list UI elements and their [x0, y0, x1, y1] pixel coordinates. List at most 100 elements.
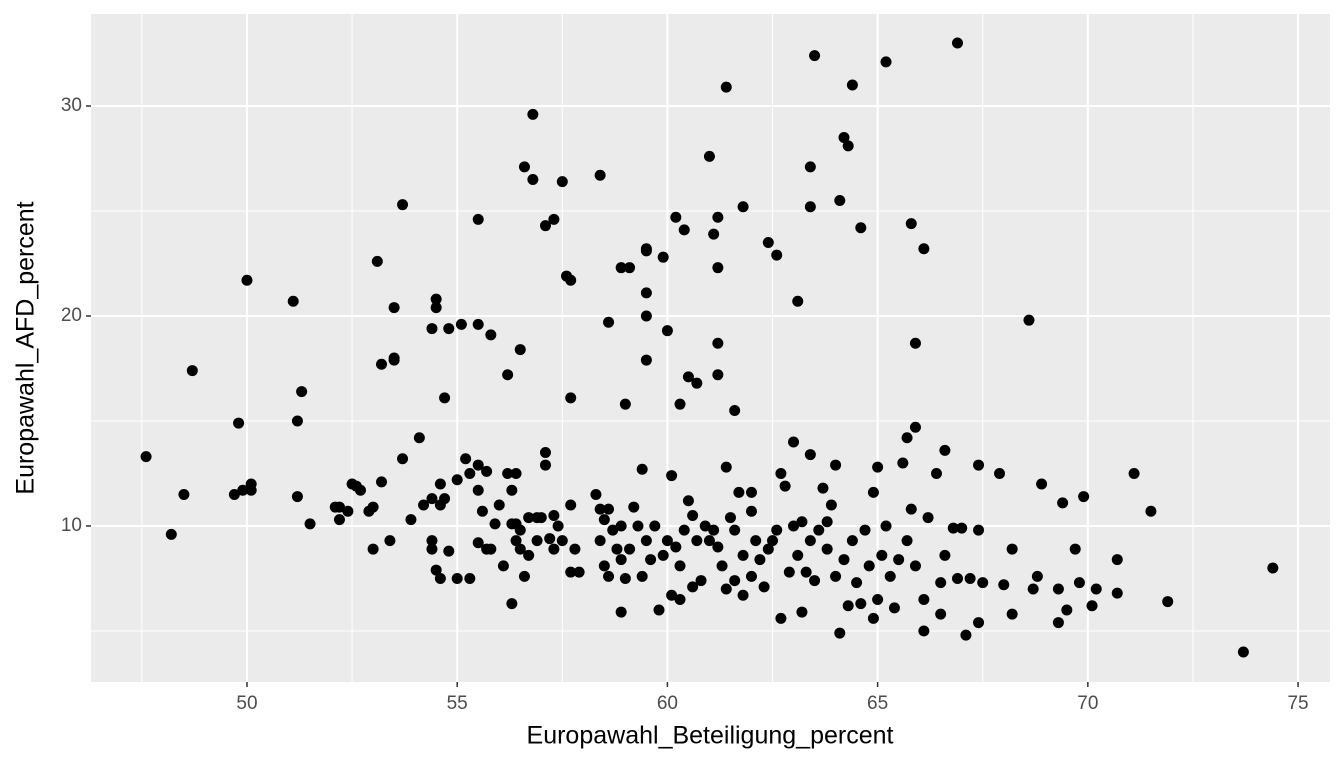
- point: [624, 543, 636, 555]
- point: [291, 415, 303, 427]
- point: [825, 499, 837, 511]
- point: [523, 512, 535, 524]
- point: [485, 329, 497, 341]
- point: [645, 554, 657, 566]
- point: [817, 482, 829, 494]
- point: [712, 541, 724, 553]
- point: [186, 365, 198, 377]
- point: [237, 484, 249, 496]
- point: [527, 108, 539, 120]
- point: [535, 512, 547, 524]
- point: [241, 274, 253, 286]
- point: [800, 566, 812, 578]
- point: [607, 524, 619, 536]
- point: [640, 354, 652, 366]
- y-tick-label: 10: [61, 515, 82, 536]
- x-axis-title: Europawahl_Beteiligung_percent: [527, 722, 894, 750]
- point: [544, 533, 556, 545]
- point: [439, 493, 451, 505]
- point: [1162, 596, 1174, 608]
- point: [947, 522, 959, 534]
- point: [935, 608, 947, 620]
- point: [918, 593, 930, 605]
- point: [565, 566, 577, 578]
- point: [228, 488, 240, 500]
- point: [388, 302, 400, 314]
- point: [485, 543, 497, 555]
- point: [804, 535, 816, 547]
- point: [888, 602, 900, 614]
- point: [682, 495, 694, 507]
- point: [754, 554, 766, 566]
- point: [733, 486, 745, 498]
- plot-panel: [91, 14, 1330, 682]
- point: [296, 386, 308, 398]
- point: [792, 295, 804, 307]
- point: [615, 262, 627, 274]
- point: [464, 467, 476, 479]
- point: [750, 535, 762, 547]
- point: [539, 220, 551, 232]
- point: [367, 543, 379, 555]
- point: [1090, 583, 1102, 595]
- point: [674, 560, 686, 572]
- point: [703, 535, 715, 547]
- point: [426, 535, 438, 547]
- point: [846, 535, 858, 547]
- point: [973, 459, 985, 471]
- point: [1111, 554, 1123, 566]
- point: [342, 505, 354, 517]
- point: [720, 81, 732, 93]
- point: [140, 451, 152, 463]
- point: [745, 505, 757, 517]
- point: [788, 520, 800, 532]
- point: [998, 579, 1010, 591]
- point: [640, 310, 652, 322]
- point: [233, 417, 245, 429]
- point: [291, 491, 303, 503]
- point: [762, 236, 774, 248]
- point: [619, 398, 631, 410]
- point: [855, 222, 867, 234]
- point: [245, 484, 257, 496]
- point: [1267, 562, 1279, 574]
- point: [767, 535, 779, 547]
- point: [451, 572, 463, 584]
- point: [737, 589, 749, 601]
- point: [472, 484, 484, 496]
- point: [712, 262, 724, 274]
- point: [632, 520, 644, 532]
- point: [834, 194, 846, 206]
- point: [426, 543, 438, 555]
- x-tick-label: 55: [447, 693, 468, 714]
- point: [510, 467, 522, 479]
- point: [518, 570, 530, 582]
- point: [1006, 608, 1018, 620]
- point: [1027, 583, 1039, 595]
- point: [611, 543, 623, 555]
- point: [548, 543, 560, 555]
- point: [548, 213, 560, 225]
- point: [548, 509, 560, 521]
- point: [640, 245, 652, 257]
- point: [434, 572, 446, 584]
- point: [527, 173, 539, 185]
- point: [354, 484, 366, 496]
- point: [905, 218, 917, 230]
- point: [304, 518, 316, 530]
- point: [413, 432, 425, 444]
- point: [653, 604, 665, 616]
- point: [603, 570, 615, 582]
- point: [687, 509, 699, 521]
- point: [670, 541, 682, 553]
- point: [691, 377, 703, 389]
- point: [737, 549, 749, 561]
- point: [1023, 314, 1035, 326]
- point: [674, 593, 686, 605]
- point: [565, 392, 577, 404]
- point: [678, 524, 690, 536]
- x-tick-label: 70: [1077, 693, 1098, 714]
- point: [590, 488, 602, 500]
- point: [792, 549, 804, 561]
- point: [1006, 543, 1018, 555]
